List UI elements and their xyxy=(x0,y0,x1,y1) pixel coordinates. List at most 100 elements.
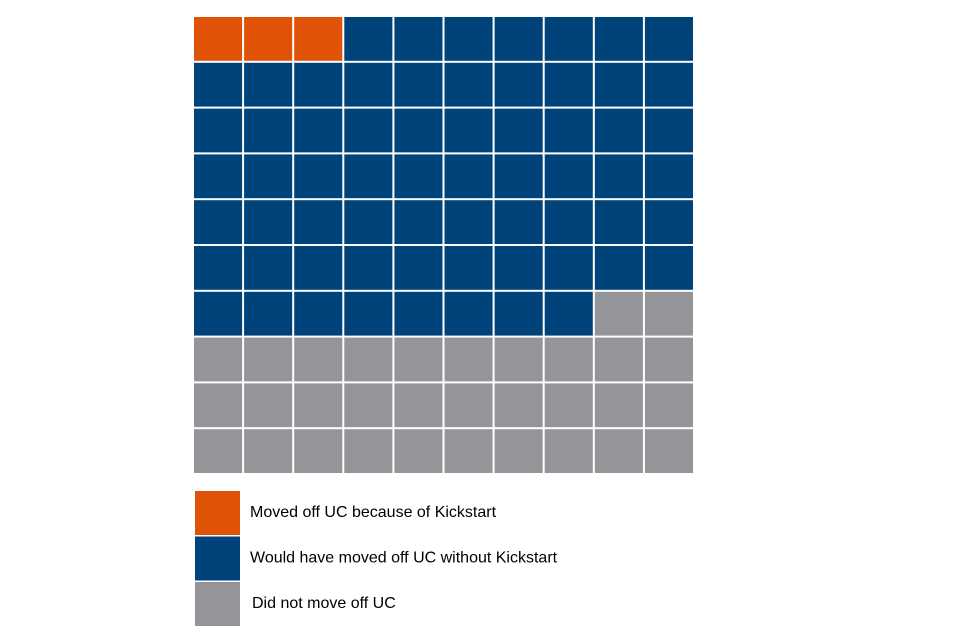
waffle-cell xyxy=(344,383,393,428)
waffle-cell xyxy=(344,291,393,336)
waffle-cell xyxy=(544,154,593,199)
waffle-cell xyxy=(594,383,643,428)
waffle-cell xyxy=(444,291,493,336)
legend-swatch xyxy=(195,582,240,626)
waffle-cell xyxy=(594,62,643,107)
waffle-cell xyxy=(344,246,393,290)
waffle-cell xyxy=(644,246,693,290)
waffle-cell xyxy=(194,246,243,290)
waffle-cell xyxy=(244,154,293,199)
waffle-cell xyxy=(244,291,293,336)
waffle-cell xyxy=(394,383,443,428)
waffle-cell xyxy=(594,200,643,244)
waffle-cell xyxy=(394,108,443,153)
waffle-cell xyxy=(244,17,293,61)
waffle-cell xyxy=(444,17,493,61)
waffle-cell xyxy=(344,62,393,107)
waffle-cell xyxy=(244,337,293,382)
waffle-cell xyxy=(544,62,593,107)
waffle-cell xyxy=(444,246,493,290)
waffle-cell xyxy=(544,246,593,290)
waffle-cell xyxy=(244,62,293,107)
waffle-cell xyxy=(244,108,293,153)
waffle-cell xyxy=(544,291,593,336)
waffle-cell xyxy=(294,17,343,61)
waffle-cell xyxy=(594,154,643,199)
waffle-cell xyxy=(194,108,243,153)
waffle-cell xyxy=(294,291,343,336)
waffle-cell xyxy=(494,246,543,290)
waffle-cell xyxy=(444,337,493,382)
legend-swatch xyxy=(195,536,240,581)
waffle-cell xyxy=(594,246,643,290)
waffle-cell xyxy=(394,291,443,336)
waffle-cell xyxy=(544,337,593,382)
waffle-cell xyxy=(544,429,593,473)
waffle-cell xyxy=(294,429,343,473)
waffle-cell xyxy=(344,429,393,473)
waffle-cell xyxy=(444,62,493,107)
waffle-cell xyxy=(644,200,693,244)
waffle-cell xyxy=(444,383,493,428)
waffle-cell xyxy=(394,200,443,244)
waffle-cell xyxy=(444,200,493,244)
waffle-cell xyxy=(244,200,293,244)
waffle-cell xyxy=(194,154,243,199)
waffle-cell xyxy=(644,62,693,107)
waffle-cell xyxy=(444,154,493,199)
waffle-cell xyxy=(294,337,343,382)
waffle-cell xyxy=(644,154,693,199)
waffle-cell xyxy=(294,383,343,428)
waffle-cell xyxy=(294,246,343,290)
waffle-cell xyxy=(344,17,393,61)
waffle-cell xyxy=(494,62,543,107)
waffle-cell xyxy=(544,108,593,153)
waffle-cell xyxy=(294,62,343,107)
waffle-cell xyxy=(244,429,293,473)
waffle-cell xyxy=(444,429,493,473)
waffle-cell xyxy=(244,246,293,290)
legend-label: Moved off UC because of Kickstart xyxy=(250,504,497,521)
waffle-cell xyxy=(544,383,593,428)
waffle-cell xyxy=(194,17,243,61)
legend-label: Would have moved off UC without Kickstar… xyxy=(250,550,558,567)
waffle-cell xyxy=(594,429,643,473)
waffle-cell xyxy=(644,291,693,336)
waffle-cell xyxy=(344,108,393,153)
waffle-cell xyxy=(394,246,443,290)
waffle-cell xyxy=(644,17,693,61)
waffle-cell xyxy=(294,108,343,153)
waffle-cell xyxy=(444,108,493,153)
waffle-cell xyxy=(194,383,243,428)
waffle-cell xyxy=(194,291,243,336)
waffle-cell xyxy=(544,200,593,244)
waffle-cell xyxy=(394,62,443,107)
waffle-cell xyxy=(594,17,643,61)
waffle-cell xyxy=(394,337,443,382)
waffle-cell xyxy=(394,17,443,61)
waffle-cell xyxy=(544,17,593,61)
waffle-cell xyxy=(194,337,243,382)
waffle-cell xyxy=(344,154,393,199)
waffle-cell xyxy=(494,17,543,61)
waffle-cell xyxy=(594,291,643,336)
waffle-cell xyxy=(494,383,543,428)
waffle-cell xyxy=(294,154,343,199)
waffle-cell xyxy=(394,154,443,199)
waffle-cell xyxy=(644,108,693,153)
waffle-cell xyxy=(494,108,543,153)
waffle-cell xyxy=(194,429,243,473)
waffle-cell xyxy=(244,383,293,428)
waffle-cell xyxy=(594,337,643,382)
waffle-cell xyxy=(494,291,543,336)
legend-swatch xyxy=(195,491,240,535)
waffle-cell xyxy=(644,337,693,382)
waffle-cell xyxy=(294,200,343,244)
waffle-cell xyxy=(494,429,543,473)
waffle-cell xyxy=(344,337,393,382)
waffle-cell xyxy=(194,200,243,244)
waffle-cell xyxy=(594,108,643,153)
waffle-cell xyxy=(394,429,443,473)
